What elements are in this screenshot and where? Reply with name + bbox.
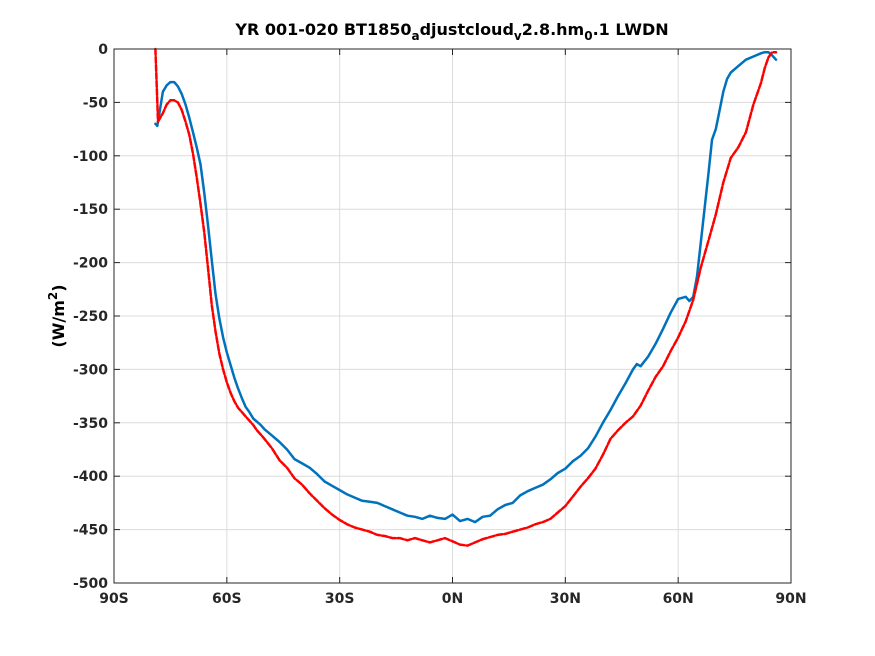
title-subscript-3: 0 [584,29,592,43]
y-tick-label: 0 [98,42,108,58]
title-part-3: 2.8.hm [522,20,584,39]
y-tick-label: -50 [83,95,109,111]
title-part-2: djustcloud [420,20,514,39]
y-tick-label: -250 [73,309,108,325]
y-tick-label: -100 [73,149,108,165]
y-tick-label: -400 [73,469,108,485]
y-tick-label: -500 [73,576,108,592]
plot-lines [154,47,778,547]
y-tick-label: -450 [73,523,108,539]
x-tick-label: 90S [99,591,129,607]
y-axis-label-superscript: 2 [46,292,60,300]
y-axis-label: (W/m2) [46,284,68,347]
y-axis-label-close: ) [49,284,68,291]
title-subscript-1: a [411,29,419,43]
y-tick-label: -350 [73,416,108,432]
title-part-4: .1 LWDN [593,20,669,39]
series-line-2 [154,47,778,547]
axis-ticks: 90S 60S 30S 0N 30N 60N 90N 0 -50 -100 -150 -200 -250… [73,42,807,607]
chart-title: YR 001-020 BT1850adjustcloudv2.8.hm0.1 L… [234,20,668,43]
x-tick-label: 0N [442,591,463,607]
y-axis-label-main: (W/m [49,300,68,347]
y-tick-label: -200 [73,256,108,272]
x-tick-label: 60N [663,591,694,607]
grid [114,49,791,583]
y-tick-label: -150 [73,202,108,218]
title-subscript-2: v [514,29,522,43]
x-tick-label: 90N [775,591,806,607]
y-tick-label: -300 [73,362,108,378]
title-part-1: YR 001-020 BT1850 [234,20,411,39]
x-tick-label: 30N [550,591,581,607]
x-tick-label: 60S [212,591,242,607]
x-tick-label: 30S [325,591,355,607]
